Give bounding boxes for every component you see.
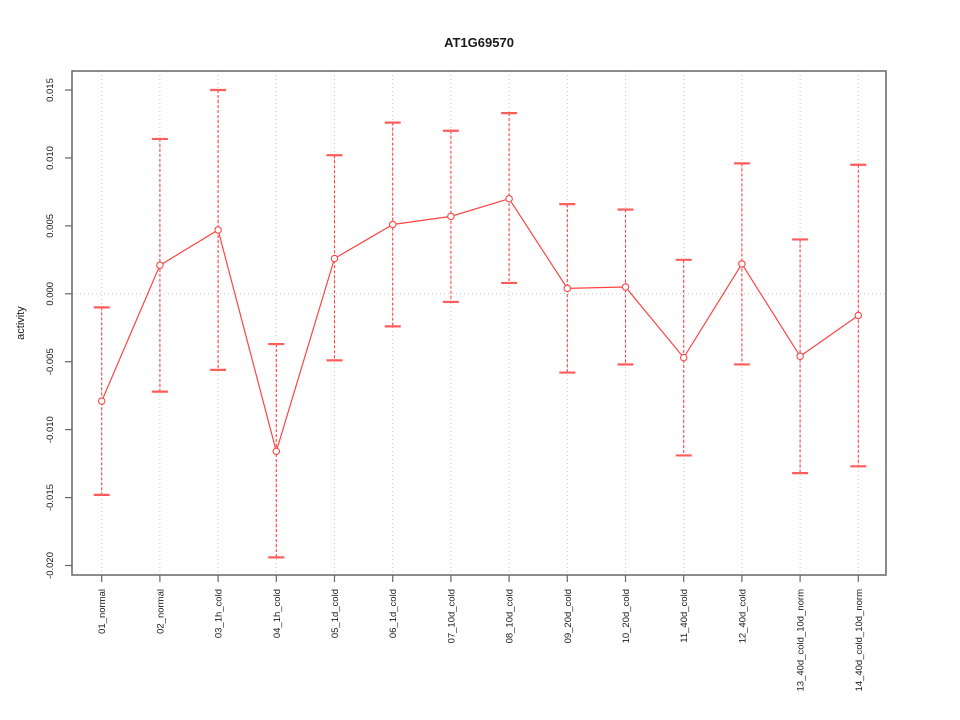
y-axis-title: activity xyxy=(15,306,27,340)
x-tick-label: 05_1d_cold xyxy=(330,589,341,638)
data-point xyxy=(330,254,339,263)
data-point xyxy=(738,260,746,268)
x-tick-label: 02_normal xyxy=(155,589,166,634)
data-point xyxy=(447,212,455,221)
x-tick-label: 01_normal xyxy=(97,589,108,634)
x-tick-label: 07_10d_cold xyxy=(446,589,457,643)
plot-border xyxy=(71,70,887,576)
x-tick-label: 08_10d_cold xyxy=(505,589,516,643)
x-tick-label: 10_20d_cold xyxy=(621,589,632,643)
data-point xyxy=(854,311,863,320)
x-tick-label: 03_1h_cold xyxy=(214,589,225,638)
x-tick-label: 09_20d_cold xyxy=(563,589,574,643)
data-point xyxy=(621,283,630,291)
data-point xyxy=(97,397,106,405)
x-tick-label: 11_40d_cold xyxy=(679,589,690,643)
chart-title: AT1G69570 xyxy=(444,35,514,50)
y-tick-label: -0.005 xyxy=(45,348,56,375)
data-point xyxy=(505,194,513,203)
x-tick-label: 06_1d_cold xyxy=(388,589,399,638)
data-point xyxy=(272,447,281,456)
data-point xyxy=(563,284,572,293)
y-tick-label: 0.005 xyxy=(45,214,56,238)
data-point xyxy=(156,261,164,270)
x-tick-label: 13_40d_cold_10d_norm xyxy=(796,589,807,692)
data-point xyxy=(214,226,222,234)
y-tick-label: 0.015 xyxy=(45,78,56,102)
y-tick-label: -0.015 xyxy=(45,484,56,511)
x-tick-label: 12_40d_cold xyxy=(737,589,748,643)
data-point xyxy=(679,353,688,362)
y-tick-label: -0.010 xyxy=(45,416,56,443)
data-point xyxy=(388,220,397,229)
series-line xyxy=(101,197,859,454)
x-tick-label: 04_1h_cold xyxy=(272,589,283,638)
data-point xyxy=(796,352,804,361)
y-tick-label: 0.000 xyxy=(45,282,56,306)
x-tick-label: 14_40d_cold_10d_norm xyxy=(854,589,865,692)
y-tick-label: -0.020 xyxy=(45,552,56,579)
y-tick-label: 0.010 xyxy=(45,146,56,170)
